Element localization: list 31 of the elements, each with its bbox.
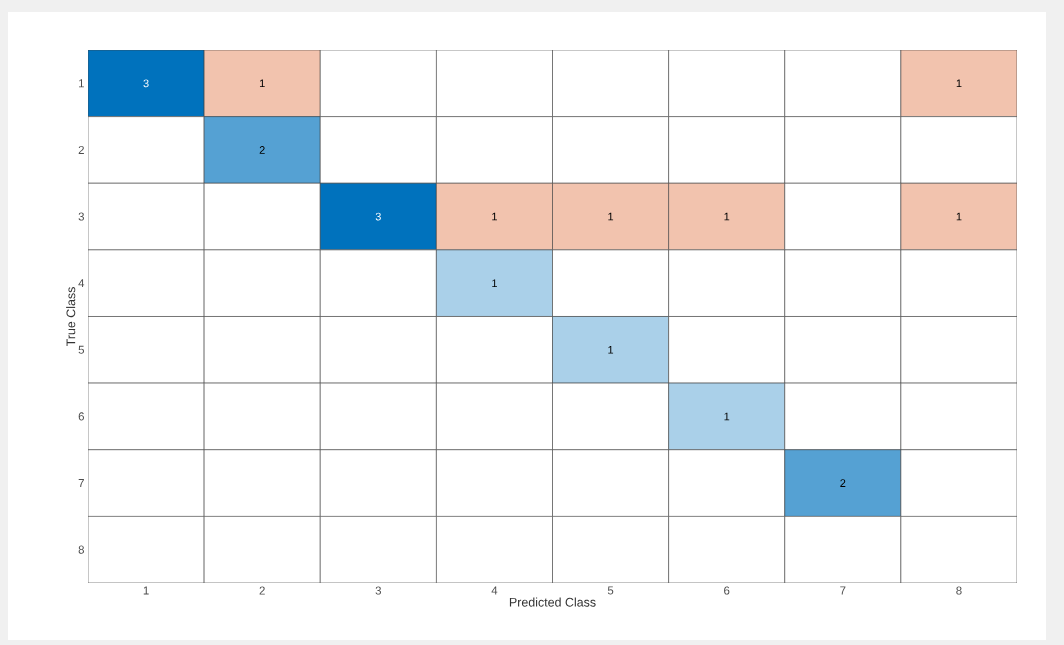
y-axis-title: True Class [66, 287, 76, 347]
data-label: 1 [608, 346, 614, 354]
data-label: 1 [956, 212, 962, 221]
x-tick-label: 4 [491, 586, 498, 595]
x-tick-label: 5 [607, 586, 614, 595]
data-label: 3 [375, 212, 381, 221]
y-tick-label: 5 [78, 345, 85, 354]
x-tick-label: 7 [840, 586, 846, 595]
x-tick-label: 8 [956, 586, 962, 595]
data-label: 3 [143, 79, 149, 88]
y-tick-label: 6 [78, 412, 84, 421]
x-tick-label: 6 [724, 586, 730, 595]
x-tick-label: 1 [143, 586, 149, 595]
y-tick-label: 3 [78, 212, 84, 221]
data-label: 2 [840, 479, 846, 487]
y-tick-label: 7 [78, 479, 84, 487]
y-tick-label: 1 [78, 79, 84, 88]
y-tick-label: 8 [78, 545, 84, 554]
data-label: 1 [956, 79, 962, 88]
y-tick-label: 4 [78, 279, 85, 288]
x-tick-label: 2 [259, 586, 265, 595]
data-label: 1 [724, 412, 730, 421]
y-tick-label: 2 [78, 145, 84, 154]
x-axis-title: Predicted Class [509, 597, 596, 607]
data-label: 1 [492, 279, 497, 287]
data-label: 1 [608, 212, 614, 221]
data-label: 2 [259, 146, 265, 154]
data-label: 1 [724, 212, 730, 221]
data-label: 1 [492, 212, 497, 221]
data-label: 1 [259, 79, 265, 88]
x-tick-label: 3 [375, 586, 381, 595]
